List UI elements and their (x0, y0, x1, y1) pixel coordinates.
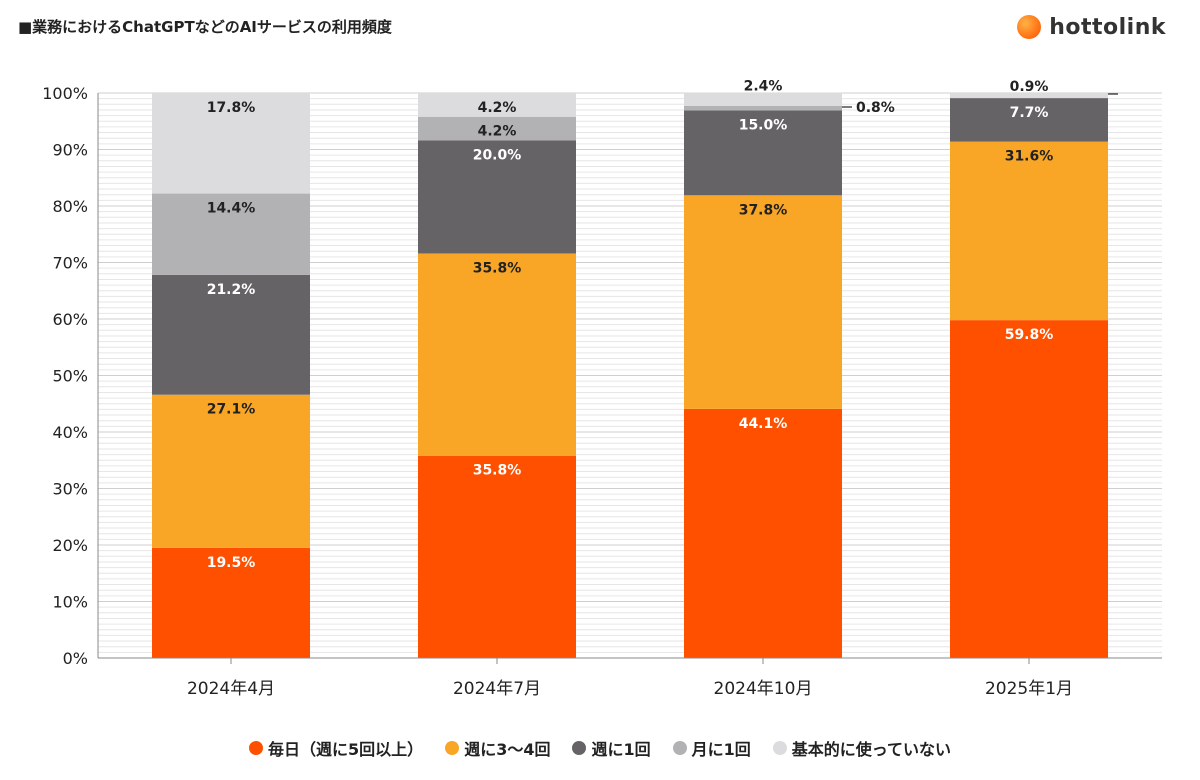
legend-item: 週に3〜4回 (445, 736, 550, 760)
y-tick-label: 50% (52, 367, 88, 386)
x-tick-label: 2024年10月 (714, 679, 813, 699)
data-label: 0.9% (1010, 79, 1049, 95)
data-label: 7.7% (1010, 105, 1049, 121)
legend-swatch (672, 741, 687, 755)
data-label: 17.8% (207, 100, 256, 116)
bar-segment (684, 408, 842, 658)
y-tick-label: 30% (52, 480, 88, 499)
bar-segment (418, 93, 576, 117)
bar-segment (684, 195, 842, 409)
bar-segment (152, 93, 310, 194)
data-label: 37.8% (739, 202, 788, 218)
data-label: 19.5% (207, 555, 256, 571)
legend-label: 基本的に使っていない (791, 740, 951, 759)
bar-segment (418, 455, 576, 658)
bar-segment (950, 98, 1108, 142)
bar-segment (152, 274, 310, 395)
x-tick-label: 2025年1月 (985, 679, 1073, 699)
y-tick-label: 20% (52, 536, 88, 555)
legend-swatch (572, 741, 587, 755)
bars (152, 92, 1108, 658)
legend-item: 週に1回 (572, 736, 651, 760)
bar-segment (950, 320, 1108, 658)
y-tick-label: 80% (52, 197, 88, 216)
y-tick-label: 70% (52, 254, 88, 273)
bar-segment (684, 110, 842, 196)
legend: 毎日（週に5回以上） 週に3〜4回 週に1回 月に1回 基本的に使っていない (0, 736, 1200, 760)
legend-item: 毎日（週に5回以上） (249, 736, 423, 760)
bar-segment (418, 140, 576, 254)
legend-swatch (772, 741, 787, 755)
data-label: 31.6% (1005, 149, 1054, 165)
bar-segment (950, 141, 1108, 321)
legend-item: 月に1回 (672, 736, 751, 760)
data-label: 35.8% (473, 260, 522, 276)
data-label: 27.1% (207, 402, 256, 418)
brand-name: hottolink (1049, 14, 1166, 40)
y-tick-label: 100% (42, 84, 88, 103)
x-tick-label: 2024年7月 (453, 679, 541, 699)
legend-swatch (249, 741, 264, 755)
bar-segment (950, 93, 1108, 99)
y-tick-label: 0% (63, 649, 88, 668)
brand-logo: hottolink (1017, 12, 1166, 42)
data-label: 2.4% (744, 78, 783, 94)
bar-segment (152, 193, 310, 275)
bar-segment (152, 394, 310, 548)
chart-title: ■業務におけるChatGPTなどのAIサービスの利用頻度 (18, 18, 392, 36)
data-label: 44.1% (739, 416, 788, 432)
bar-segment (684, 105, 842, 111)
legend-label: 週に1回 (591, 740, 651, 759)
legend-swatch (445, 741, 460, 755)
bar-segment (418, 116, 576, 141)
y-tick-label: 60% (52, 310, 88, 329)
bar-segment (152, 547, 310, 658)
legend-label: 毎日（週に5回以上） (268, 740, 424, 759)
legend-item: 基本的に使っていない (772, 736, 951, 760)
data-label: 4.2% (478, 100, 517, 116)
data-label: 14.4% (207, 201, 256, 217)
data-label: 21.2% (207, 282, 256, 298)
y-tick-label: 10% (52, 593, 88, 612)
data-label: 20.0% (473, 147, 522, 163)
legend-label: 週に3〜4回 (464, 740, 551, 759)
bar-segment (418, 253, 576, 456)
data-label: 35.8% (473, 463, 522, 479)
stacked-bar-chart: 0% 10% 20% 30% 40% 50% 60% 70% 80% 90% 100% 2024年4月… (42, 78, 1162, 699)
x-tick-label: 2024年4月 (187, 679, 275, 699)
data-labels: 19.5% 27.1% 21.2% 14.4% 17.8% 35.8% 35.8% 20.0%… (207, 78, 1118, 571)
data-label: 15.0% (739, 118, 788, 134)
brand-logo-icon (1017, 15, 1042, 39)
data-label: 4.2% (478, 124, 517, 140)
data-label: 59.8% (1005, 327, 1054, 343)
axes: 0% 10% 20% 30% 40% 50% 60% 70% 80% 90% 100% 2024年4月… (42, 84, 1162, 699)
data-label: 0.8% (856, 100, 895, 116)
y-tick-label: 90% (52, 141, 88, 160)
legend-label: 月に1回 (691, 740, 751, 759)
bar-segment (684, 92, 842, 106)
y-tick-label: 40% (52, 423, 88, 442)
